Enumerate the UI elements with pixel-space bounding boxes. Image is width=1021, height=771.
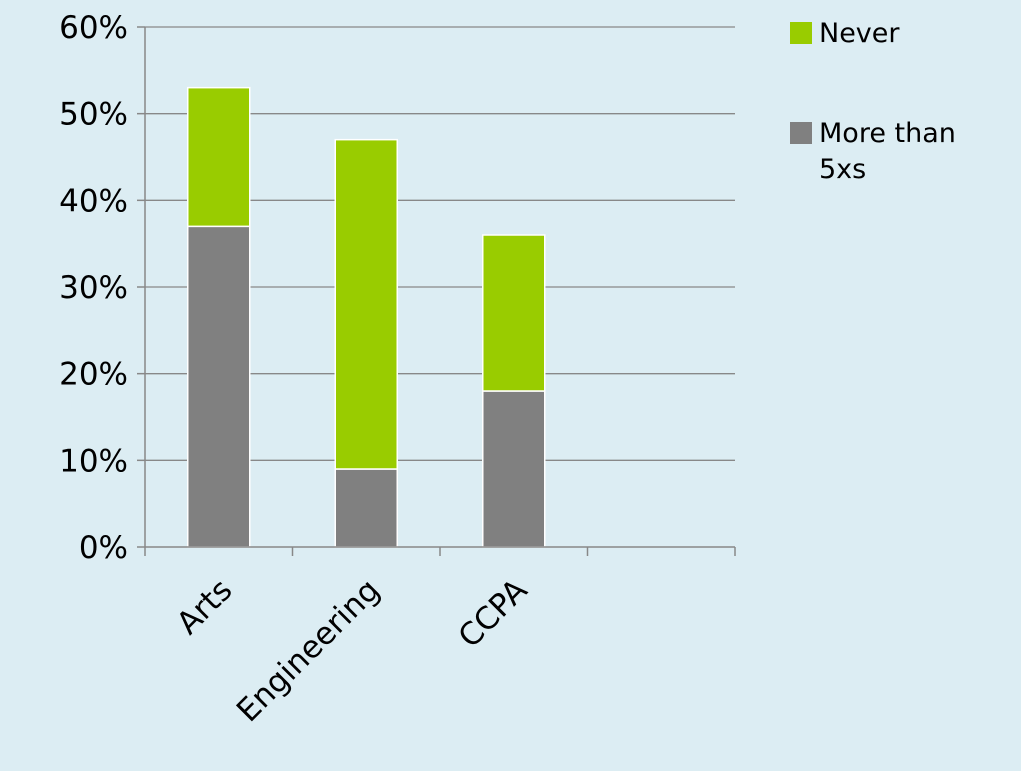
y-tick-label: 30% xyxy=(59,270,128,306)
legend-label: More than xyxy=(819,118,956,149)
bars xyxy=(187,86,546,548)
legend-swatch xyxy=(790,22,812,44)
y-tick-label: 60% xyxy=(59,10,128,46)
bar-segment xyxy=(187,86,251,228)
bar-segment xyxy=(187,225,251,548)
x-tick-label: CCPA xyxy=(452,572,535,655)
bar-segment xyxy=(334,138,398,470)
y-tick-label: 20% xyxy=(59,357,128,393)
y-tick-label: 50% xyxy=(59,97,128,133)
axes xyxy=(137,26,736,556)
legend-label: 5xs xyxy=(819,154,866,185)
x-tick-label: Arts xyxy=(170,572,239,641)
bar-segment xyxy=(482,390,546,548)
y-tick-label: 0% xyxy=(79,530,128,566)
legend: Never More than 5xs xyxy=(790,18,956,185)
legend-label: Never xyxy=(819,18,900,49)
bar-segment xyxy=(482,234,546,392)
y-tick-label: 40% xyxy=(59,183,128,219)
legend-swatch xyxy=(790,122,812,144)
bar-segment xyxy=(334,468,398,548)
y-tick-label: 10% xyxy=(59,443,128,479)
x-tick-label: Engineering xyxy=(230,572,387,729)
y-axis-tick-labels: 0% 10% 20% 30% 40% 50% 60% xyxy=(59,10,128,566)
